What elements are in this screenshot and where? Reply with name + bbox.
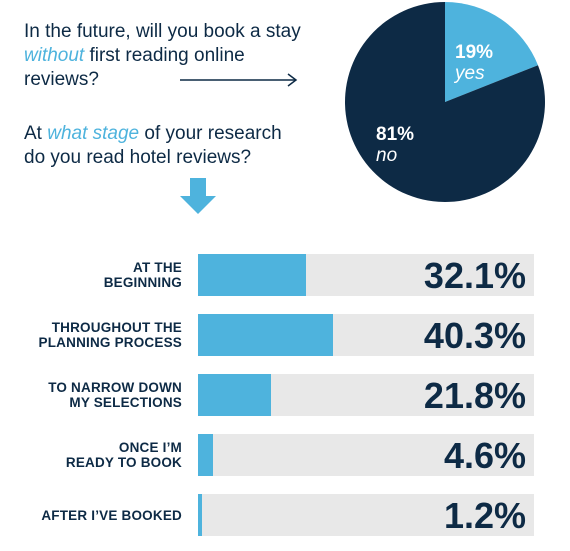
bar-label-line: TO NARROW DOWN — [48, 380, 182, 395]
pie-chart — [345, 2, 545, 202]
bar-label-line: AFTER I’VE BOOKED — [41, 507, 182, 523]
bar-value-label: 1.2% — [443, 495, 526, 536]
bar-label: ONCE I’M READY TO BOOK — [0, 440, 182, 470]
bar-fill — [198, 494, 203, 536]
arrow-right-icon — [180, 73, 298, 87]
pie-word-no: no — [376, 145, 398, 166]
pie-label-no: 81% no — [376, 124, 414, 166]
bar-value-label: 21.8% — [423, 375, 526, 416]
bar-label: THROUGHOUT THE PLANNING PROCESS — [0, 320, 182, 350]
question1-pre: In the future, will you book a stay — [24, 21, 301, 42]
bar-value-label: 40.3% — [423, 315, 526, 356]
question-research-stage: At what stage of your research do you re… — [24, 122, 284, 170]
arrow-down-icon — [180, 178, 216, 214]
bar-value-label: 4.6% — [443, 435, 526, 476]
bar-label-line: PLANNING PROCESS — [38, 335, 182, 350]
bar-label-line: MY SELECTIONS — [69, 395, 182, 410]
question1-post: first reading online reviews? — [24, 45, 245, 90]
bar-fill — [198, 314, 334, 356]
question2-post: of your research do you read hotel revie… — [24, 123, 282, 168]
pie-label-yes: 19% yes — [455, 42, 493, 84]
bar-fill — [198, 374, 272, 416]
bar-fill — [198, 254, 306, 296]
bar-fill — [198, 434, 214, 476]
bar-track: 32.1% — [198, 254, 534, 296]
bar-track: 40.3% — [198, 314, 534, 356]
bar-label-line: BEGINNING — [103, 275, 182, 290]
bar-label-line: THROUGHOUT THE — [51, 320, 182, 335]
question-future-booking: In the future, will you book a stay with… — [24, 20, 324, 92]
question2-pre: At — [24, 123, 48, 144]
pie-slice-no — [345, 2, 545, 202]
bar-label-line: ONCE I’M — [118, 440, 182, 455]
pie-value-yes: 19% — [455, 42, 494, 63]
bar-label: AT THE BEGINNING — [0, 260, 182, 290]
bar-track: 1.2% — [198, 494, 534, 536]
bar-label: TO NARROW DOWN MY SELECTIONS — [0, 380, 182, 410]
bar-label-line: AT THE — [133, 260, 182, 275]
bar-track: 4.6% — [198, 434, 534, 476]
bar-track: 21.8% — [198, 374, 534, 416]
question1-emphasis: without — [24, 45, 85, 66]
bar-label: AFTER I’VE BOOKED — [0, 508, 182, 523]
bar-value-label: 32.1% — [423, 255, 526, 296]
pie-value-no: 81% — [376, 124, 415, 145]
pie-slice-yes — [445, 2, 538, 102]
question2-emphasis: what stage — [47, 123, 140, 144]
bar-label-line: READY TO BOOK — [65, 455, 182, 470]
pie-word-yes: yes — [455, 63, 485, 84]
